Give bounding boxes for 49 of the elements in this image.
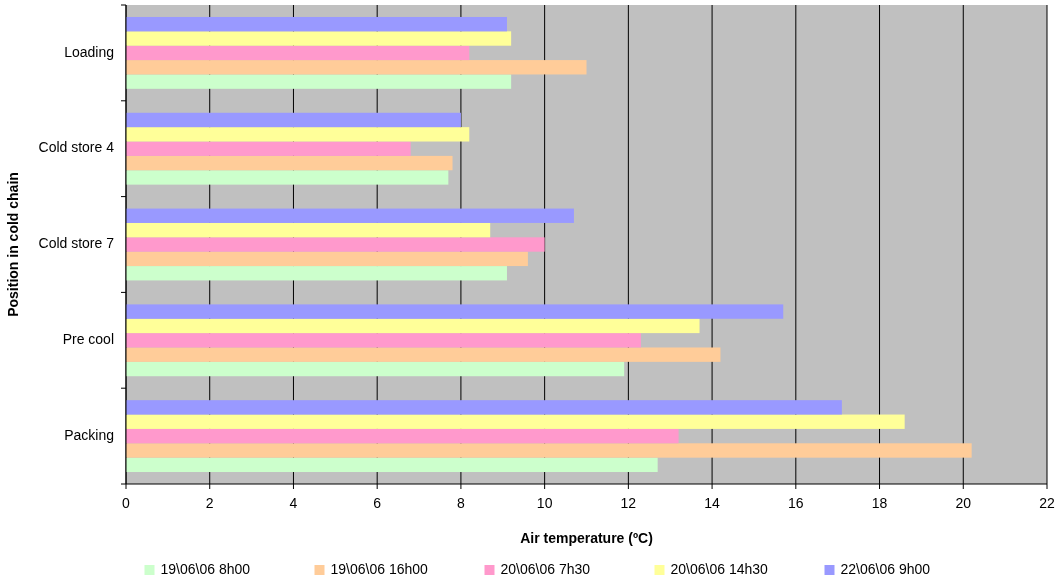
- x-tick-label: 2: [205, 495, 214, 511]
- bar: [126, 45, 470, 61]
- x-tick-label: 22: [1039, 495, 1055, 511]
- legend-label: 22\06\06 9h00: [840, 560, 931, 577]
- y-tick-label: Packing: [64, 426, 114, 443]
- legend-label: 20\06\06 14h30: [670, 560, 769, 577]
- bar: [126, 333, 641, 348]
- bar: [126, 443, 972, 458]
- legend-label: 19\06\06 8h00: [160, 560, 251, 577]
- x-tick-label: 12: [620, 495, 637, 511]
- bar: [126, 237, 545, 252]
- legend-label: 19\06\06 16h00: [330, 560, 429, 577]
- x-axis-title: Air temperature (ºC): [520, 530, 653, 546]
- bar: [126, 60, 587, 75]
- bar: [126, 304, 784, 319]
- bar: [126, 361, 625, 377]
- legend-label: 20\06\06 7h30: [500, 560, 591, 577]
- y-tick-label: Loading: [64, 43, 114, 60]
- bar: [126, 400, 842, 415]
- x-tick-label: 4: [289, 495, 298, 511]
- x-tick-label: 0: [122, 495, 131, 511]
- y-tick-label: Cold store 7: [38, 235, 115, 252]
- bar: [126, 457, 658, 473]
- bar: [126, 155, 453, 171]
- y-axis-title: Position in cold chain: [5, 172, 21, 317]
- x-tick-label: 8: [457, 495, 466, 511]
- bar: [126, 74, 512, 89]
- bar: [126, 318, 700, 334]
- bar: [126, 112, 461, 128]
- x-tick-label: 18: [871, 495, 888, 511]
- bar: [126, 428, 679, 444]
- bar: [126, 127, 470, 142]
- bar: [126, 208, 574, 223]
- bar: [126, 222, 491, 238]
- bar: [126, 266, 507, 281]
- x-tick-label: 14: [704, 495, 721, 511]
- bar: [126, 141, 411, 156]
- bar: [126, 16, 507, 32]
- bar: [126, 347, 721, 362]
- bar: [126, 31, 512, 46]
- x-tick-label: 10: [536, 495, 553, 511]
- y-tick-label: Cold store 4: [38, 139, 115, 156]
- bar: [126, 170, 449, 185]
- bar: [126, 251, 528, 267]
- y-tick-label: Pre cool: [62, 331, 114, 347]
- x-tick-label: 6: [373, 495, 382, 511]
- bar: [126, 414, 905, 429]
- x-tick-label: 16: [788, 495, 804, 511]
- x-tick-label: 20: [955, 495, 972, 511]
